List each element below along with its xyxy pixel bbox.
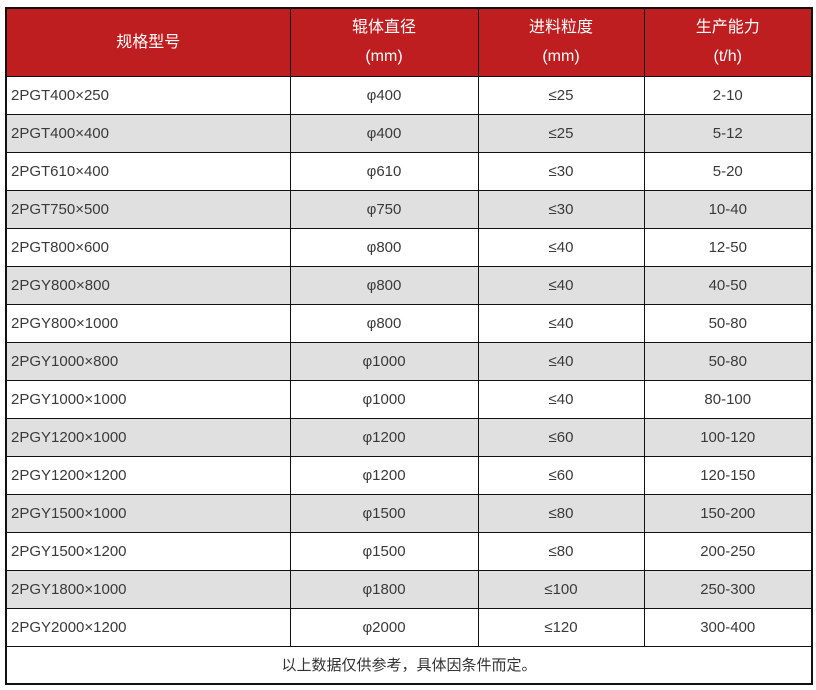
- capacity-cell: 40-50: [643, 265, 813, 305]
- col-header-capacity: 生产能力 (t/h): [643, 7, 813, 77]
- feed-size-cell: ≤25: [477, 75, 645, 115]
- roller-diameter-cell: φ1000: [289, 379, 479, 419]
- model-cell: 2PGY800×800: [5, 265, 291, 305]
- roller-diameter-cell: φ750: [289, 189, 479, 229]
- capacity-cell: 150-200: [643, 493, 813, 533]
- roller-diameter-cell: φ1000: [289, 341, 479, 381]
- col-header-capacity-title: 生产能力: [695, 19, 760, 37]
- capacity-cell: 250-300: [643, 569, 813, 609]
- roller-diameter-cell: φ800: [289, 303, 479, 343]
- roller-diameter-cell: φ800: [289, 265, 479, 305]
- col-header-model-title: 规格型号: [116, 33, 181, 51]
- table-body: 2PGT400×250 φ400 ≤25 2-10 2PGT400×400 φ400 ≤25…: [5, 75, 813, 647]
- capacity-cell: 5-20: [643, 151, 813, 191]
- col-header-feed-size: 进料粒度 (mm): [477, 7, 645, 77]
- table-row: 2PGY1000×1000 φ1000 ≤40 80-100: [5, 379, 813, 419]
- roller-diameter-cell: φ400: [289, 75, 479, 115]
- table-row: 2PGY1500×1200 φ1500 ≤80 200-250: [5, 531, 813, 571]
- feed-size-cell: ≤120: [477, 607, 645, 647]
- col-header-capacity-unit: (t/h): [713, 48, 742, 66]
- roller-diameter-cell: φ400: [289, 113, 479, 153]
- col-header-feed-size-title: 进料粒度: [528, 19, 593, 37]
- model-cell: 2PGT800×600: [5, 227, 291, 267]
- feed-size-cell: ≤80: [477, 493, 645, 533]
- model-cell: 2PGY1000×1000: [5, 379, 291, 419]
- table-row: 2PGT800×600 φ800 ≤40 12-50: [5, 227, 813, 267]
- table-row: 2PGY1500×1000 φ1500 ≤80 150-200: [5, 493, 813, 533]
- feed-size-cell: ≤100: [477, 569, 645, 609]
- col-header-feed-size-unit: (mm): [542, 48, 580, 66]
- model-cell: 2PGY1800×1000: [5, 569, 291, 609]
- capacity-cell: 10-40: [643, 189, 813, 229]
- roller-diameter-cell: φ800: [289, 227, 479, 267]
- feed-size-cell: ≤60: [477, 417, 645, 457]
- spec-table: 规格型号 辊体直径 (mm) 进料粒度 (mm) 生产能力 (t/h) 2PGT…: [5, 7, 813, 685]
- table-row: 2PGY2000×1200 φ2000 ≤120 300-400: [5, 607, 813, 647]
- col-header-model: 规格型号: [5, 7, 291, 77]
- capacity-cell: 2-10: [643, 75, 813, 115]
- capacity-cell: 200-250: [643, 531, 813, 571]
- table-row: 2PGT610×400 φ610 ≤30 5-20: [5, 151, 813, 191]
- roller-diameter-cell: φ1200: [289, 417, 479, 457]
- feed-size-cell: ≤60: [477, 455, 645, 495]
- model-cell: 2PGY1200×1200: [5, 455, 291, 495]
- roller-diameter-cell: φ1800: [289, 569, 479, 609]
- table-row: 2PGY1000×800 φ1000 ≤40 50-80: [5, 341, 813, 381]
- model-cell: 2PGT610×400: [5, 151, 291, 191]
- footer-note-row: 以上数据仅供参考，具体因条件而定。: [5, 645, 813, 685]
- table-footer: 以上数据仅供参考，具体因条件而定。: [5, 645, 813, 685]
- capacity-cell: 300-400: [643, 607, 813, 647]
- footer-note: 以上数据仅供参考，具体因条件而定。: [5, 645, 813, 685]
- feed-size-cell: ≤40: [477, 265, 645, 305]
- roller-diameter-cell: φ1200: [289, 455, 479, 495]
- table-row: 2PGT750×500 φ750 ≤30 10-40: [5, 189, 813, 229]
- roller-diameter-cell: φ2000: [289, 607, 479, 647]
- feed-size-cell: ≤30: [477, 189, 645, 229]
- col-header-roller-diameter: 辊体直径 (mm): [289, 7, 479, 77]
- model-cell: 2PGY1200×1000: [5, 417, 291, 457]
- feed-size-cell: ≤40: [477, 227, 645, 267]
- table-row: 2PGY800×800 φ800 ≤40 40-50: [5, 265, 813, 305]
- feed-size-cell: ≤80: [477, 531, 645, 571]
- feed-size-cell: ≤40: [477, 379, 645, 419]
- header-row: 规格型号 辊体直径 (mm) 进料粒度 (mm) 生产能力 (t/h): [5, 7, 813, 77]
- capacity-cell: 50-80: [643, 303, 813, 343]
- model-cell: 2PGT750×500: [5, 189, 291, 229]
- col-header-roller-diameter-title: 辊体直径: [351, 19, 416, 37]
- table-row: 2PGY1800×1000 φ1800 ≤100 250-300: [5, 569, 813, 609]
- roller-diameter-cell: φ1500: [289, 493, 479, 533]
- roller-diameter-cell: φ610: [289, 151, 479, 191]
- feed-size-cell: ≤40: [477, 303, 645, 343]
- table-row: 2PGT400×250 φ400 ≤25 2-10: [5, 75, 813, 115]
- table-row: 2PGY1200×1200 φ1200 ≤60 120-150: [5, 455, 813, 495]
- feed-size-cell: ≤40: [477, 341, 645, 381]
- table-header: 规格型号 辊体直径 (mm) 进料粒度 (mm) 生产能力 (t/h): [5, 7, 813, 77]
- feed-size-cell: ≤25: [477, 113, 645, 153]
- model-cell: 2PGY2000×1200: [5, 607, 291, 647]
- model-cell: 2PGY1000×800: [5, 341, 291, 381]
- capacity-cell: 100-120: [643, 417, 813, 457]
- capacity-cell: 120-150: [643, 455, 813, 495]
- capacity-cell: 12-50: [643, 227, 813, 267]
- table-row: 2PGT400×400 φ400 ≤25 5-12: [5, 113, 813, 153]
- model-cell: 2PGT400×250: [5, 75, 291, 115]
- capacity-cell: 50-80: [643, 341, 813, 381]
- model-cell: 2PGY1500×1200: [5, 531, 291, 571]
- model-cell: 2PGT400×400: [5, 113, 291, 153]
- capacity-cell: 5-12: [643, 113, 813, 153]
- table-row: 2PGY1200×1000 φ1200 ≤60 100-120: [5, 417, 813, 457]
- model-cell: 2PGY800×1000: [5, 303, 291, 343]
- capacity-cell: 80-100: [643, 379, 813, 419]
- model-cell: 2PGY1500×1000: [5, 493, 291, 533]
- col-header-roller-diameter-unit: (mm): [365, 48, 403, 66]
- table-row: 2PGY800×1000 φ800 ≤40 50-80: [5, 303, 813, 343]
- feed-size-cell: ≤30: [477, 151, 645, 191]
- roller-diameter-cell: φ1500: [289, 531, 479, 571]
